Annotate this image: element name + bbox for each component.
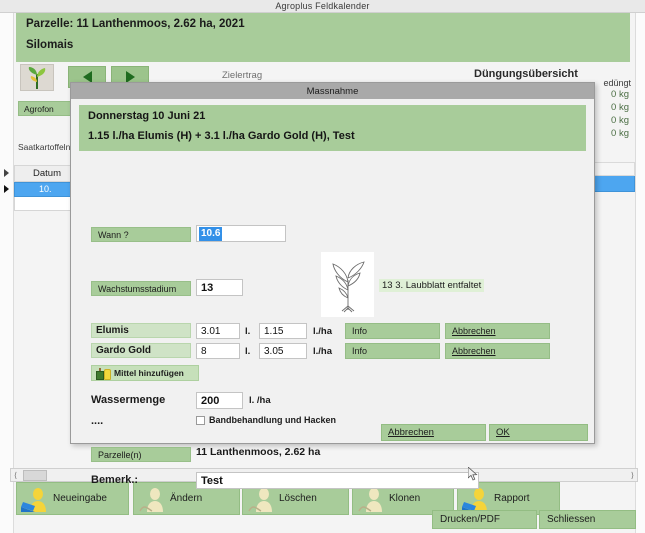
app-left-edge — [0, 13, 14, 533]
fertiliser-value: 0 kg — [611, 128, 629, 139]
wachstumsstadium-label: Wachstumsstadium — [91, 281, 191, 296]
product-info-button[interactable]: Info — [345, 343, 440, 359]
scroll-left-icon[interactable]: ⟨ — [14, 470, 18, 480]
parzellen-value: 11 Lanthenmoos, 2.62 ha — [196, 446, 321, 458]
product-cancel-button[interactable]: Abbrechen — [445, 343, 550, 359]
parcel-banner: Parzelle: 11 Lanthenmoos, 2.62 ha, 2021 … — [16, 13, 630, 62]
mouse-cursor-icon — [467, 466, 478, 481]
dialog-summary-date: Donnerstag 10 Juni 21 — [88, 110, 206, 122]
table-row-empty[interactable] — [14, 197, 76, 211]
product-rate-input[interactable]: 3.05 — [259, 343, 307, 359]
massnahme-dialog: Massnahme Donnerstag 10 Juni 21 1.15 l./… — [70, 82, 595, 489]
secondary-action-bar: Drucken/PDF Schliessen — [14, 510, 636, 530]
grid-header-datum[interactable]: Datum — [14, 165, 76, 182]
report-icon — [460, 485, 494, 513]
product-total-unit: l. — [245, 346, 251, 357]
neueingabe-button[interactable]: Neueingabe — [16, 482, 129, 515]
dialog-ok-label: OK — [496, 427, 510, 438]
zielertrag-label: Zielertrag — [222, 70, 263, 81]
product-total-input[interactable]: 3.01 — [196, 323, 240, 339]
bandbehandlung-label: Bandbehandlung und Hacken — [209, 415, 337, 425]
fertiliser-value: 0 kg — [611, 89, 629, 100]
bemerkung-input[interactable]: Test — [196, 472, 479, 489]
dialog-title-bar[interactable]: Massnahme — [71, 83, 594, 99]
parcel-banner-line1: Parzelle: 11 Lanthenmoos, 2.62 ha, 2021 — [26, 18, 245, 30]
right-cell-empty[interactable] — [590, 162, 635, 176]
loeschen-label: Löschen — [279, 493, 317, 504]
bandbehandlung-checkbox[interactable] — [196, 415, 205, 425]
clone-icon — [355, 485, 389, 513]
grid-header-arrow-icon — [4, 169, 9, 177]
rapport-label: Rapport — [494, 493, 530, 504]
maize-plant-icon[interactable] — [20, 64, 54, 91]
dialog-cancel-label: Abbrechen — [388, 427, 434, 438]
mittel-hinzufuegen-label: Mittel hinzufügen — [114, 368, 184, 378]
schliessen-button[interactable]: Schliessen — [539, 510, 636, 529]
dialog-cancel-button[interactable]: Abbrechen — [381, 424, 486, 441]
product-info-button[interactable]: Info — [345, 323, 440, 339]
wann-input[interactable]: 10.6 — [196, 225, 286, 242]
dialog-title-text: Massnahme — [306, 85, 359, 97]
product-rate-unit: l./ha — [313, 346, 333, 357]
bottles-icon — [96, 368, 104, 380]
dialog-summary-products: 1.15 l./ha Elumis (H) + 3.1 l./ha Gardo … — [88, 130, 355, 142]
scrollbar-thumb[interactable] — [23, 470, 47, 481]
fertiliser-panel: edüngt 0 kg 0 kg 0 kg 0 kg — [575, 78, 633, 140]
right-cell-selected[interactable] — [590, 176, 635, 192]
dialog-footer: Abbrechen OK — [71, 421, 594, 443]
app-right-edge — [635, 13, 645, 533]
cereal-seedling-icon — [321, 252, 374, 317]
bandbehandlung-checkbox-row[interactable]: Bandbehandlung und Hacken — [196, 415, 336, 425]
klonen-label: Klonen — [389, 493, 421, 504]
dialog-ok-button[interactable]: OK — [489, 424, 588, 441]
product-name-gardo-gold: Gardo Gold — [91, 343, 191, 358]
wachstumsstadium-description: 13 3. Laubblatt entfaltet — [379, 279, 485, 292]
product-name-elumis: Elumis — [91, 323, 191, 338]
duengungsuebersicht-label: Düngungsübersicht — [474, 68, 578, 80]
wassermenge-input[interactable]: 200 — [196, 392, 243, 409]
product-total-unit: l. — [245, 326, 251, 337]
wassermenge-label: Wassermenge — [91, 394, 166, 406]
product-rate-unit: l./ha — [313, 326, 333, 337]
dots-label: .... — [91, 415, 104, 427]
mittel-hinzufuegen-button[interactable]: Mittel hinzufügen — [91, 365, 199, 381]
bemerkung-label: Bemerk.: — [91, 474, 139, 486]
fertiliser-value: 0 kg — [611, 115, 629, 126]
grid-row-value: 10. — [39, 184, 52, 194]
scroll-right-icon[interactable]: ⟩ — [630, 470, 634, 480]
os-title-text: Agroplus Feldkalender — [275, 1, 370, 11]
agrofon-button[interactable]: Agrofon — [18, 101, 74, 116]
product-cancel-label: Abbrechen — [452, 326, 496, 336]
dialog-body: Wann ? 10.6 Wachstumsstadium 13 — [79, 151, 586, 489]
product-rate-input[interactable]: 1.15 — [259, 323, 307, 339]
aendern-button[interactable]: Ändern — [133, 482, 240, 515]
product-cancel-label: Abbrechen — [452, 346, 496, 356]
os-title-bar: Agroplus Feldkalender — [0, 0, 645, 13]
wann-label: Wann ? — [91, 227, 191, 242]
drucken-pdf-button[interactable]: Drucken/PDF — [432, 510, 537, 529]
wann-value: 10.6 — [199, 226, 223, 241]
aendern-label: Ändern — [170, 493, 203, 504]
wassermenge-unit: l. /ha — [249, 395, 271, 406]
saatkartoffeln-label: Saatkartoffeln — [18, 142, 71, 152]
table-row[interactable]: 10. — [14, 182, 76, 197]
parzellen-label: Parzelle(n) — [91, 447, 191, 462]
fertiliser-header: edüngt — [603, 78, 631, 88]
edit-icon — [136, 485, 170, 513]
neueingabe-label: Neueingabe — [53, 493, 107, 504]
bottle-yellow-icon — [104, 369, 111, 380]
prev-arrow-icon — [82, 71, 92, 83]
grid-row-arrow-icon — [4, 185, 9, 193]
product-cancel-button[interactable]: Abbrechen — [445, 323, 550, 339]
next-arrow-icon — [125, 71, 135, 83]
delete-icon — [245, 485, 279, 513]
new-entry-icon — [19, 485, 53, 513]
parcel-banner-line2: Silomais — [26, 39, 74, 51]
product-total-input[interactable]: 8 — [196, 343, 240, 359]
dialog-summary-banner: Donnerstag 10 Juni 21 1.15 l./ha Elumis … — [79, 105, 586, 151]
fertiliser-value: 0 kg — [611, 102, 629, 113]
wachstumsstadium-input[interactable]: 13 — [196, 279, 243, 296]
